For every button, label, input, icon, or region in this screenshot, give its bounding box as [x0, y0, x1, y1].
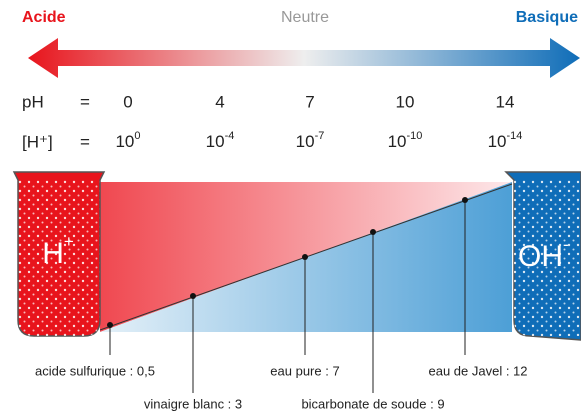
h-label: [H⁺] — [22, 132, 53, 151]
h-value: 10-14 — [488, 130, 523, 152]
equals: = — [80, 92, 90, 111]
ph-value: 10 — [396, 92, 415, 111]
ph-value: 14 — [496, 92, 515, 111]
substance-label: acide sulfurique : 0,5 — [35, 363, 155, 378]
h-value: 10-7 — [296, 130, 325, 152]
point — [190, 293, 196, 299]
ion: OH — [518, 240, 563, 273]
charge: + — [64, 232, 74, 251]
base: 10 — [296, 132, 315, 151]
ph-arrow — [28, 38, 580, 78]
acid-label: Acide — [22, 9, 66, 26]
ion: H — [42, 237, 64, 270]
exponent: -10 — [407, 130, 423, 142]
point — [107, 322, 113, 328]
h-value: 100 — [115, 130, 140, 152]
point — [370, 229, 376, 235]
ph-value: 4 — [215, 92, 224, 111]
ph-value: 7 — [305, 92, 314, 111]
exponent: -7 — [315, 130, 325, 142]
base: 10 — [488, 132, 507, 151]
substance-label: vinaigre blanc : 3 — [144, 396, 242, 411]
charge: - — [563, 235, 569, 254]
neutral-label: Neutre — [281, 9, 329, 26]
point — [302, 254, 308, 260]
point — [462, 197, 468, 203]
base: 10 — [206, 132, 225, 151]
ph-row: pH = 0 4 7 10 14 — [22, 92, 514, 111]
substance-label: eau pure : 7 — [270, 363, 339, 378]
exponent: 0 — [134, 130, 140, 142]
equals: = — [80, 132, 90, 151]
exponent: -4 — [225, 130, 235, 142]
exponent: -14 — [507, 130, 523, 142]
base: 10 — [388, 132, 407, 151]
base: 10 — [115, 132, 134, 151]
h-value: 10-10 — [388, 130, 423, 152]
h-value: 10-4 — [206, 130, 235, 152]
oh-ion: OH- — [518, 235, 569, 272]
ph-diagram: Acide Neutre Basique pH = 0 4 7 10 14 [H⁺] =… — [0, 0, 581, 414]
substance-label: eau de Javel : 12 — [428, 363, 527, 378]
ph-label: pH — [22, 92, 44, 111]
ph-value: 0 — [123, 92, 132, 111]
basic-label: Basique — [516, 9, 578, 26]
substance-label: bicarbonate de soude : 9 — [301, 396, 444, 411]
